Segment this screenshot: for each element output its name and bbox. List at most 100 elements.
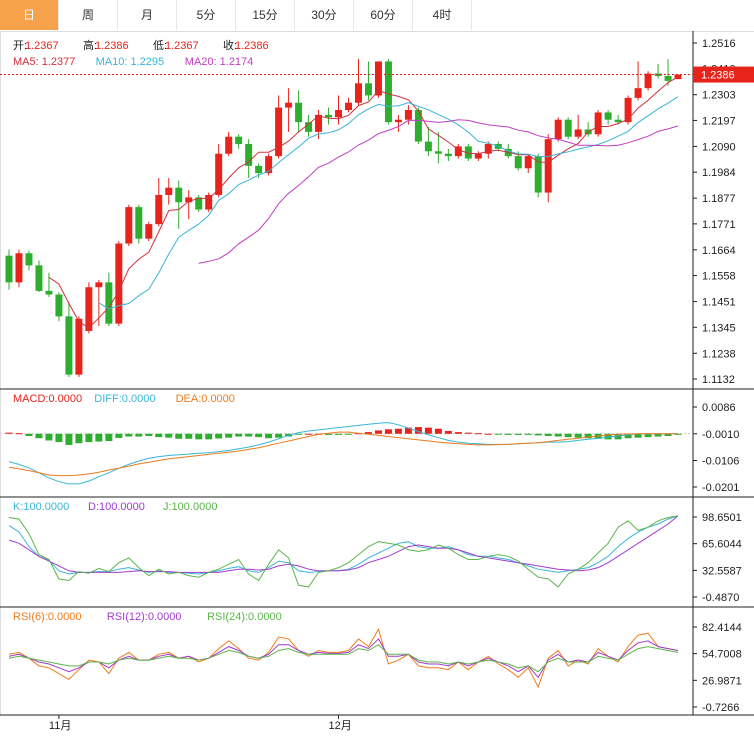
- candle-body: [634, 88, 642, 98]
- tab-5[interactable]: 30分: [295, 0, 354, 30]
- macd-bar: [654, 433, 662, 437]
- candle-body: [404, 110, 412, 120]
- macd-bar: [275, 433, 283, 438]
- ma-legend: MA20: 1.2174: [185, 56, 254, 68]
- rsi24-line: [8, 644, 679, 673]
- ma-legend: MA10: 1.2295: [96, 56, 165, 68]
- macd-bar: [185, 433, 193, 439]
- candle-body: [524, 156, 532, 169]
- candle-body: [215, 153, 223, 195]
- dea-line: [8, 431, 678, 477]
- rsi-legend: RSI(24):0.0000: [207, 611, 282, 623]
- price-tick-label: 1.1877: [702, 193, 736, 205]
- macd-bar: [85, 433, 93, 443]
- tab-6[interactable]: 60分: [354, 0, 413, 30]
- macd-bar: [15, 433, 23, 435]
- candle-body: [5, 255, 13, 283]
- macd-bar: [25, 433, 33, 436]
- macd-bar: [75, 433, 83, 444]
- candle-body: [165, 187, 173, 195]
- candle-body: [105, 282, 113, 324]
- macd-bar: [364, 432, 372, 434]
- price-tick-label: 1.2303: [702, 90, 736, 102]
- macd-bar: [434, 428, 442, 434]
- tab-3[interactable]: 5分: [177, 0, 236, 30]
- price-tick-label: 1.1664: [702, 245, 736, 257]
- candle-body: [95, 282, 103, 288]
- macd-bar: [444, 430, 452, 434]
- macd-bar: [325, 433, 333, 435]
- kdj-tick-label: 98.6501: [702, 512, 742, 524]
- macd-bar: [155, 433, 163, 438]
- candle-body: [454, 146, 462, 157]
- tab-0[interactable]: 日: [0, 0, 59, 30]
- candle-body: [364, 83, 372, 96]
- candle-body: [594, 112, 602, 135]
- tab-2[interactable]: 月: [118, 0, 177, 30]
- macd-bar: [454, 432, 462, 434]
- current-price-tag: [693, 66, 754, 83]
- macd-bar: [55, 433, 63, 443]
- macd-bar: [634, 433, 642, 438]
- ma10-line: [98, 96, 679, 310]
- candle-body: [125, 207, 133, 244]
- macd-bar: [554, 433, 562, 437]
- macd-bar: [215, 433, 223, 439]
- candle-body: [444, 153, 452, 157]
- candle-body: [205, 194, 213, 210]
- x-tick-label: 12月: [329, 720, 352, 732]
- macd-bar: [354, 433, 362, 435]
- macd-bar: [674, 433, 682, 435]
- ohlc-label: 高:: [83, 38, 97, 52]
- macd-bar: [374, 430, 382, 434]
- candle-body: [574, 129, 582, 137]
- ma20-line: [198, 119, 679, 264]
- macd-bar: [335, 433, 343, 435]
- macd-bar: [265, 433, 273, 439]
- candle-body: [335, 110, 343, 118]
- macd-bar: [514, 433, 522, 435]
- macd-bar: [564, 433, 572, 438]
- kdj-tick-label: 65.6044: [702, 539, 742, 551]
- candle-body: [65, 316, 73, 375]
- d-line: [8, 515, 679, 573]
- chart-svg: 1.25161.24101.23031.21971.20901.19841.18…: [0, 31, 754, 732]
- candle-body: [315, 114, 323, 132]
- rsi-tick-label: 26.9871: [702, 675, 742, 687]
- macd-bar: [394, 428, 402, 434]
- price-tick-label: 1.2516: [702, 38, 736, 50]
- macd-bar: [574, 433, 582, 438]
- rsi-tick-label: 54.7008: [702, 649, 742, 661]
- macd-bar: [474, 433, 482, 435]
- tab-7[interactable]: 4时: [413, 0, 472, 30]
- macd-bar: [295, 433, 303, 435]
- candle-body: [285, 102, 293, 108]
- macd-bar: [484, 433, 492, 435]
- macd-bar: [424, 427, 432, 434]
- candle-body: [305, 122, 313, 132]
- macd-bar: [105, 433, 113, 442]
- macd-legend: DIFF:0.0000: [94, 393, 155, 405]
- tab-4[interactable]: 15分: [236, 0, 295, 30]
- macd-bar: [524, 433, 532, 435]
- candle-body: [185, 197, 193, 203]
- candle-body: [75, 318, 83, 375]
- j-line: [8, 515, 679, 588]
- macd-bar: [504, 433, 512, 435]
- candle-body: [345, 102, 352, 111]
- macd-bar: [205, 433, 213, 440]
- candle-body: [534, 156, 542, 193]
- macd-bar: [305, 433, 313, 435]
- tab-1[interactable]: 周: [59, 0, 118, 30]
- candle-body: [604, 112, 612, 120]
- macd-tick-label: 0.0086: [702, 402, 736, 414]
- candle-body: [394, 119, 402, 123]
- price-tick-label: 1.1984: [702, 167, 736, 179]
- candle-body: [514, 156, 522, 169]
- price-tick-label: 1.2197: [702, 115, 736, 127]
- kdj-legend: D:100.0000: [88, 501, 145, 513]
- macd-bar: [225, 433, 233, 438]
- macd-bar: [115, 433, 123, 438]
- macd-tick-label: -0.0010: [702, 429, 739, 441]
